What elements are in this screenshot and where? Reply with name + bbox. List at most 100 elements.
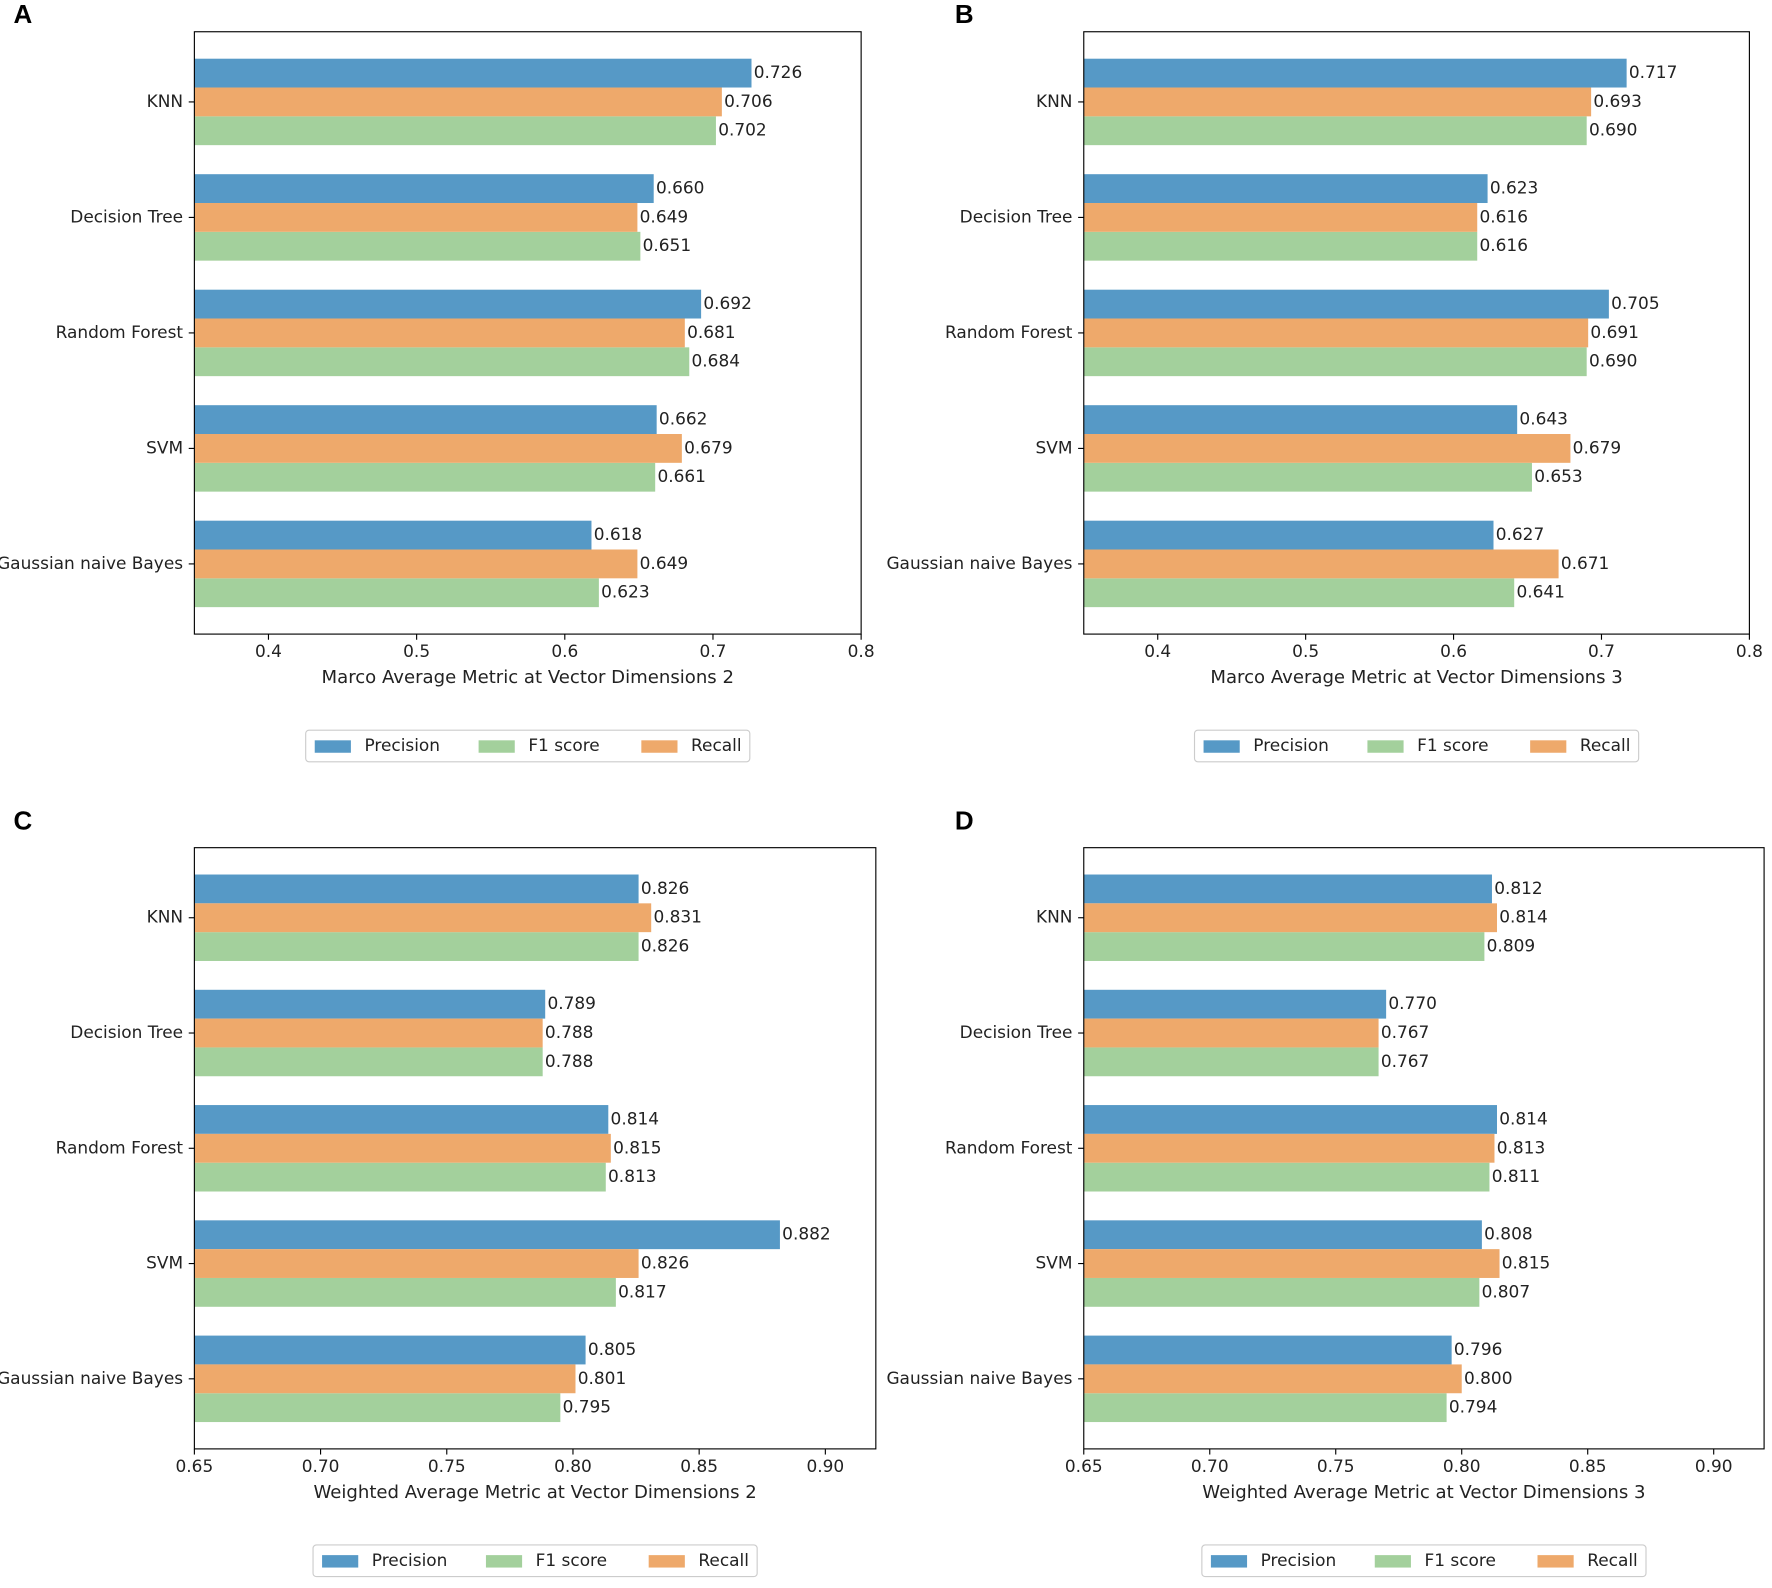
bar — [1083, 405, 1518, 435]
value-label: 0.681 — [687, 322, 736, 342]
bar — [194, 318, 685, 348]
x-tick-label: 0.65 — [176, 1456, 214, 1476]
bar — [1083, 203, 1478, 232]
y-tick-label: SVM — [1036, 437, 1073, 457]
bar — [194, 1249, 639, 1278]
legend-box — [1201, 1544, 1647, 1578]
value-label: 0.789 — [547, 993, 596, 1013]
bar — [194, 520, 592, 550]
y-tick-label: Random Forest — [56, 1137, 184, 1157]
y-tick-label: KNN — [1036, 907, 1072, 927]
value-label: 0.717 — [1629, 62, 1678, 82]
bar — [1083, 347, 1587, 377]
value-label: 0.808 — [1484, 1224, 1533, 1244]
bar — [1083, 1249, 1500, 1278]
x-tick-label: 0.80 — [554, 1456, 592, 1476]
y-tick-label: SVM — [1036, 1253, 1073, 1273]
value-label: 0.770 — [1388, 993, 1437, 1013]
legend-label: Recall — [698, 1550, 749, 1570]
legend-label: Precision — [364, 735, 440, 755]
bar — [1083, 1133, 1495, 1163]
value-label: 0.826 — [641, 936, 690, 956]
legend-swatch — [1210, 1555, 1248, 1568]
bar — [1083, 1018, 1379, 1048]
value-label: 0.815 — [1502, 1253, 1551, 1273]
value-label: 0.767 — [1381, 1051, 1430, 1071]
value-label: 0.814 — [611, 1108, 660, 1128]
bar — [194, 116, 716, 146]
value-label: 0.817 — [618, 1281, 667, 1301]
bar — [194, 932, 639, 961]
x-tick-label: 0.90 — [1695, 1456, 1733, 1476]
plot-frame — [193, 847, 877, 1450]
legend-label: F1 score — [1417, 735, 1488, 755]
legend-label: F1 score — [536, 1550, 607, 1570]
x-tick-label: 0.65 — [1065, 1456, 1103, 1476]
value-label: 0.814 — [1499, 907, 1548, 927]
legend-label: Recall — [1580, 735, 1631, 755]
x-tick-label: 0.5 — [403, 641, 430, 661]
value-label: 0.616 — [1479, 235, 1528, 255]
bar — [1083, 1162, 1490, 1192]
bar — [194, 289, 702, 319]
panel-label: A — [14, 0, 33, 29]
bar — [1083, 116, 1587, 146]
bar — [1083, 87, 1592, 117]
bar — [1083, 578, 1515, 608]
y-tick-label: Gaussian naive Bayes — [886, 1368, 1072, 1388]
bar — [1083, 1364, 1462, 1394]
bar — [1083, 231, 1478, 261]
bar — [1083, 874, 1492, 904]
bar — [194, 87, 722, 117]
legend-label: Precision — [1261, 1550, 1337, 1570]
panel-label: D — [955, 806, 974, 836]
x-tick-label: 0.5 — [1292, 641, 1319, 661]
bar — [1083, 289, 1609, 319]
x-axis-label: Marco Average Metric at Vector Dimension… — [1210, 667, 1622, 688]
value-label: 0.814 — [1499, 1108, 1548, 1128]
value-label: 0.660 — [656, 178, 705, 198]
legend-box — [312, 1544, 758, 1578]
legend-swatch — [648, 1555, 685, 1568]
x-tick-label: 0.75 — [1317, 1456, 1355, 1476]
value-label: 0.813 — [608, 1166, 657, 1186]
value-label: 0.706 — [724, 91, 773, 111]
legend-swatch — [314, 740, 351, 753]
bar — [194, 203, 638, 232]
bar — [194, 1220, 780, 1250]
bar — [1083, 903, 1498, 933]
value-label: 0.795 — [563, 1397, 612, 1417]
x-tick-label: 0.7 — [700, 641, 727, 661]
value-label: 0.618 — [594, 524, 643, 544]
x-tick-label: 0.70 — [302, 1456, 340, 1476]
bar — [1083, 1277, 1480, 1307]
x-tick-label: 0.4 — [1144, 641, 1171, 661]
x-axis-label: Weighted Average Metric at Vector Dimens… — [313, 1482, 756, 1503]
value-label: 0.616 — [1479, 206, 1528, 226]
legend-swatch — [1203, 740, 1240, 753]
bar — [1083, 932, 1485, 961]
value-label: 0.767 — [1381, 1022, 1430, 1042]
legend-label: F1 score — [1424, 1550, 1495, 1570]
value-label: 0.690 — [1589, 351, 1638, 371]
legend-label: F1 score — [528, 735, 599, 755]
bar — [194, 1364, 576, 1394]
plot-frame — [1083, 847, 1765, 1450]
value-label: 0.705 — [1611, 293, 1660, 313]
value-label: 0.882 — [782, 1224, 831, 1244]
bar — [194, 231, 641, 261]
bar — [194, 578, 599, 608]
legend-swatch — [1530, 740, 1567, 753]
x-tick-label: 0.80 — [1443, 1456, 1481, 1476]
y-tick-label: SVM — [146, 1253, 183, 1273]
value-label: 0.643 — [1519, 409, 1568, 429]
y-tick-label: KNN — [147, 91, 183, 111]
bar — [1083, 520, 1494, 550]
value-label: 0.651 — [643, 235, 692, 255]
bar — [194, 174, 654, 204]
value-label: 0.653 — [1534, 466, 1583, 486]
value-label: 0.788 — [545, 1051, 594, 1071]
value-label: 0.826 — [641, 1253, 690, 1273]
bar — [194, 1277, 616, 1307]
value-label: 0.679 — [1573, 437, 1622, 457]
